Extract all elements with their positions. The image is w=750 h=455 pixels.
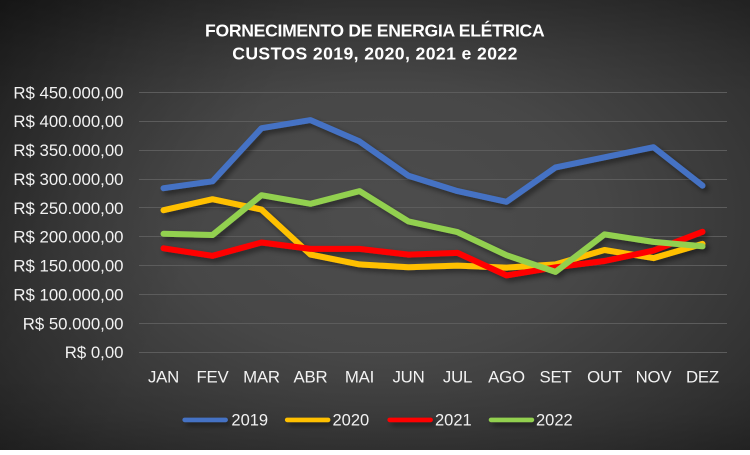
- svg-text:MAI: MAI: [345, 368, 374, 387]
- svg-text:2020: 2020: [333, 412, 370, 430]
- svg-text:CUSTOS 2019, 2020, 2021 e 2022: CUSTOS 2019, 2020, 2021 e 2022: [232, 44, 518, 64]
- svg-text:SET: SET: [539, 368, 571, 387]
- svg-text:FORNECIMENTO DE ENERGIA ELÉTRI: FORNECIMENTO DE ENERGIA ELÉTRICA: [205, 20, 545, 41]
- svg-text:NOV: NOV: [636, 368, 673, 387]
- svg-text:JAN: JAN: [148, 368, 179, 387]
- svg-text:R$ 300.000,00: R$ 300.000,00: [13, 170, 123, 189]
- svg-text:2019: 2019: [231, 412, 268, 430]
- svg-text:R$ 0,00: R$ 0,00: [65, 343, 124, 362]
- svg-text:MAR: MAR: [243, 368, 280, 387]
- svg-text:R$ 350.000,00: R$ 350.000,00: [13, 141, 123, 160]
- svg-text:R$ 100.000,00: R$ 100.000,00: [13, 286, 123, 305]
- svg-text:JUL: JUL: [443, 368, 472, 387]
- svg-text:R$ 450.000,00: R$ 450.000,00: [13, 83, 123, 102]
- svg-text:FEV: FEV: [196, 368, 229, 387]
- svg-text:R$ 150.000,00: R$ 150.000,00: [13, 257, 123, 276]
- svg-text:R$ 50.000,00: R$ 50.000,00: [23, 314, 124, 333]
- svg-text:DEZ: DEZ: [686, 368, 719, 387]
- svg-text:JUN: JUN: [392, 368, 424, 387]
- svg-text:AGO: AGO: [488, 368, 525, 387]
- svg-text:OUT: OUT: [587, 368, 622, 387]
- svg-text:2021: 2021: [435, 412, 472, 430]
- svg-text:R$ 400.000,00: R$ 400.000,00: [13, 112, 123, 131]
- svg-text:R$ 200.000,00: R$ 200.000,00: [13, 228, 123, 247]
- svg-text:R$ 250.000,00: R$ 250.000,00: [13, 199, 123, 218]
- svg-text:ABR: ABR: [294, 368, 328, 387]
- svg-text:2022: 2022: [536, 412, 573, 430]
